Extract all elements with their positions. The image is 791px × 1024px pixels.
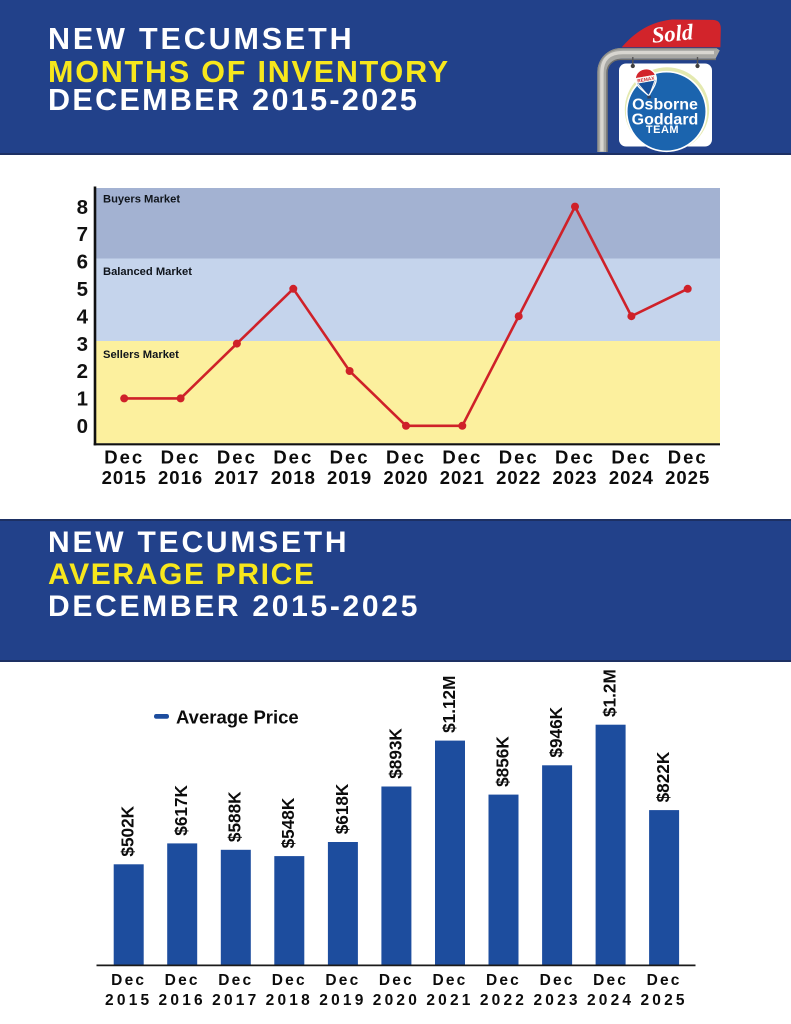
svg-text:Dec: Dec bbox=[442, 447, 482, 468]
svg-text:$1.2M: $1.2M bbox=[600, 669, 620, 717]
svg-text:Dec: Dec bbox=[330, 447, 370, 468]
svg-text:$893K: $893K bbox=[385, 728, 405, 779]
svg-text:Dec: Dec bbox=[272, 972, 307, 989]
svg-text:Dec: Dec bbox=[217, 447, 257, 468]
svg-text:2024: 2024 bbox=[609, 467, 654, 488]
svg-text:TEAM: TEAM bbox=[646, 124, 679, 136]
svg-text:Dec: Dec bbox=[432, 972, 467, 989]
svg-text:$1.12M: $1.12M bbox=[439, 676, 459, 733]
svg-text:5: 5 bbox=[77, 278, 88, 301]
svg-text:7: 7 bbox=[77, 223, 88, 246]
svg-text:Dec: Dec bbox=[593, 972, 628, 989]
svg-text:Dec: Dec bbox=[379, 972, 414, 989]
svg-text:Balanced Market: Balanced Market bbox=[103, 266, 192, 278]
svg-text:Dec: Dec bbox=[273, 447, 313, 468]
svg-text:Goddard: Goddard bbox=[632, 111, 699, 128]
svg-text:$856K: $856K bbox=[492, 736, 512, 787]
svg-text:Dec: Dec bbox=[499, 447, 539, 468]
svg-text:2016: 2016 bbox=[158, 467, 203, 488]
svg-text:2016: 2016 bbox=[159, 992, 206, 1009]
svg-text:2019: 2019 bbox=[327, 467, 372, 488]
svg-text:Dec: Dec bbox=[161, 447, 201, 468]
svg-text:Dec: Dec bbox=[555, 447, 595, 468]
svg-text:$617K: $617K bbox=[171, 784, 191, 835]
svg-text:Dec: Dec bbox=[218, 972, 253, 989]
svg-text:Dec: Dec bbox=[386, 447, 426, 468]
svg-text:2015: 2015 bbox=[102, 467, 147, 488]
svg-text:2025: 2025 bbox=[640, 992, 687, 1009]
svg-text:2020: 2020 bbox=[373, 992, 420, 1009]
svg-text:2023: 2023 bbox=[552, 467, 597, 488]
svg-text:2015: 2015 bbox=[105, 992, 152, 1009]
svg-text:Dec: Dec bbox=[647, 972, 682, 989]
svg-text:Dec: Dec bbox=[611, 447, 651, 468]
svg-text:Dec: Dec bbox=[540, 972, 575, 989]
svg-text:$618K: $618K bbox=[332, 783, 352, 834]
svg-text:2021: 2021 bbox=[426, 992, 473, 1009]
svg-text:3: 3 bbox=[77, 333, 88, 356]
svg-text:$588K: $588K bbox=[225, 791, 245, 842]
svg-text:4: 4 bbox=[77, 305, 89, 328]
svg-text:2022: 2022 bbox=[496, 467, 541, 488]
svg-text:2024: 2024 bbox=[587, 992, 634, 1009]
svg-text:Dec: Dec bbox=[104, 447, 144, 468]
svg-text:6: 6 bbox=[77, 251, 88, 274]
svg-text:Dec: Dec bbox=[111, 972, 146, 989]
svg-text:Osborne: Osborne bbox=[632, 97, 698, 114]
svg-text:2017: 2017 bbox=[214, 467, 259, 488]
svg-text:Dec: Dec bbox=[325, 972, 360, 989]
svg-text:$502K: $502K bbox=[118, 805, 138, 856]
svg-text:2017: 2017 bbox=[212, 992, 259, 1009]
svg-text:2021: 2021 bbox=[440, 467, 485, 488]
svg-text:2018: 2018 bbox=[266, 992, 313, 1009]
svg-text:Sold: Sold bbox=[651, 19, 695, 48]
svg-text:$946K: $946K bbox=[546, 706, 566, 757]
svg-text:Average Price: Average Price bbox=[176, 707, 299, 728]
svg-text:2020: 2020 bbox=[383, 467, 428, 488]
svg-text:2023: 2023 bbox=[533, 992, 580, 1009]
svg-text:2022: 2022 bbox=[480, 992, 527, 1009]
svg-text:REMAX: REMAX bbox=[637, 75, 656, 83]
svg-text:2025: 2025 bbox=[665, 467, 710, 488]
svg-text:Dec: Dec bbox=[668, 447, 708, 468]
svg-text:$822K: $822K bbox=[653, 751, 673, 802]
svg-text:$548K: $548K bbox=[278, 797, 298, 848]
svg-text:Dec: Dec bbox=[165, 972, 200, 989]
svg-text:2: 2 bbox=[77, 360, 88, 383]
svg-text:8: 8 bbox=[77, 196, 88, 219]
svg-text:Dec: Dec bbox=[486, 972, 521, 989]
svg-text:1: 1 bbox=[77, 388, 88, 411]
svg-text:2019: 2019 bbox=[319, 992, 366, 1009]
svg-text:Buyers Market: Buyers Market bbox=[103, 193, 180, 205]
svg-text:0: 0 bbox=[77, 415, 88, 438]
svg-text:Sellers Market: Sellers Market bbox=[103, 349, 179, 361]
svg-text:2018: 2018 bbox=[271, 467, 316, 488]
